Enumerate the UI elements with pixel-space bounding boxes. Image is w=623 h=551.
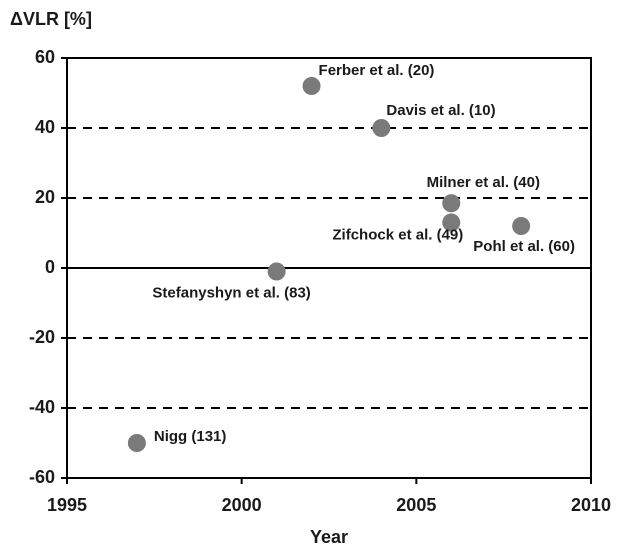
y-tick-label: 40 — [35, 117, 55, 137]
y-axis-label: ΔVLR [%] — [10, 9, 92, 29]
point-label: Ferber et al. (20) — [319, 62, 435, 79]
point — [267, 262, 286, 281]
point — [442, 194, 461, 213]
point — [127, 434, 146, 452]
y-tick-label: -60 — [29, 467, 55, 487]
y-tick-label: 60 — [35, 47, 55, 67]
y-tick-label: -40 — [29, 397, 55, 417]
point-label: Pohl et al. (60) — [473, 238, 575, 255]
point-label: Stefanyshyn et al. (83) — [152, 284, 310, 301]
point — [302, 77, 321, 95]
x-axis-label: Year — [310, 527, 348, 547]
y-tick-label: -20 — [29, 327, 55, 347]
y-tick-label: 0 — [45, 257, 55, 277]
x-tick-label: 2010 — [571, 495, 611, 515]
point-label: Davis et al. (10) — [386, 102, 495, 119]
y-tick-label: 20 — [35, 187, 55, 207]
x-tick-label: 2005 — [396, 495, 436, 515]
point — [442, 213, 461, 232]
x-tick-label: 1995 — [47, 495, 87, 515]
plot-frame — [66, 57, 592, 479]
point-label: Nigg (131) — [154, 428, 227, 445]
point — [372, 119, 391, 137]
x-tick-label: 2000 — [222, 495, 262, 515]
point-label: Milner et al. (40) — [427, 174, 540, 191]
point-label: Zifchock et al. (49) — [332, 226, 463, 243]
point — [512, 217, 531, 235]
